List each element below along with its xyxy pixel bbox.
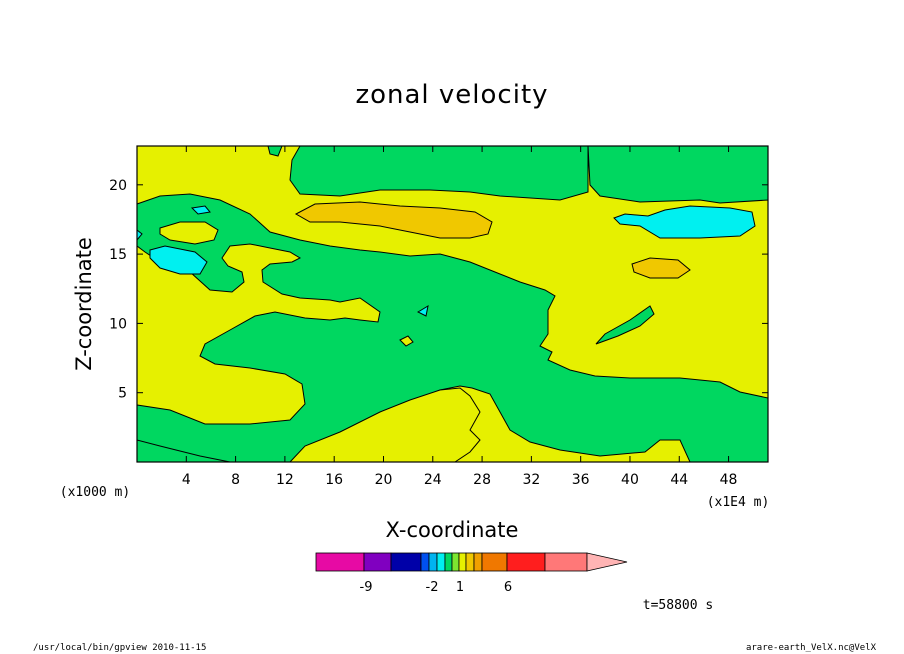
x-tick-label: 28 [473,472,491,488]
colorbar-swatch [473,552,483,572]
y-tick-label: 15 [109,247,127,263]
y-axis-ticks: 5 10 15 20 [109,178,768,402]
y-tick-label: 5 [118,386,127,402]
y-tick-label: 10 [109,316,127,332]
colorbar-swatch [428,552,438,572]
colorbar-extend-arrow [586,552,628,572]
x-axis-label: X-coordinate [386,518,519,542]
time-label: t=58800 s [643,598,713,613]
yellow-hole-left [159,221,219,245]
colorbar-label: -2 [426,580,439,595]
colorbar-swatch [436,552,446,572]
colorbar-swatch [481,552,508,572]
orange-positive-regions [294,201,691,279]
green-region-top-right [587,145,769,204]
y-unit-note: (x1000 m) [60,485,130,500]
x-tick-label: 4 [182,472,191,488]
x-tick-label: 32 [522,472,540,488]
colorbar-swatch [444,552,453,572]
x-tick-label: 12 [276,472,294,488]
chart-title: zonal velocity [355,80,548,110]
cyan-negative-regions [136,205,756,317]
y-tick-label: 20 [109,178,127,194]
yellow-hole-bottom [288,387,481,463]
colorbar-swatch [315,552,365,572]
plot-area [136,145,769,463]
colorbar-swatch [544,552,588,572]
green-region-top-center [289,145,589,201]
colorbar-swatch [458,552,467,572]
yellow-inner-regions [159,221,481,463]
x-unit-note: (x1E4 m) [707,495,770,510]
x-tick-label: 8 [231,472,240,488]
green-region-right-finger [595,305,655,345]
cyan-region-right [613,205,756,239]
x-axis-ticks: 4 8 12 16 20 24 28 32 36 40 44 48 [182,146,738,488]
footer-left-text: /usr/local/bin/gpview 2010-11-15 [33,643,206,653]
colorbar-labels: -9 -2 1 6 [360,580,513,595]
colorbar [315,552,628,572]
orange-region-right [631,257,691,279]
footer-right-text: arare-earth_VelX.nc@VelX [746,643,877,653]
yellow-hole-small [399,335,414,347]
cyan-region-left [149,245,208,275]
colorbar-swatch [465,552,475,572]
y-axis-label: Z-coordinate [72,237,96,371]
x-tick-label: 24 [424,472,442,488]
colorbar-swatch [451,552,460,572]
x-tick-label: 20 [375,472,393,488]
cyan-region-left-tiny [190,205,211,215]
colorbar-swatch [390,552,422,572]
colorbar-swatch [363,552,392,572]
colorbar-label: 6 [504,580,512,595]
x-tick-label: 36 [572,472,590,488]
x-tick-label: 40 [621,472,639,488]
colorbar-swatch [506,552,546,572]
x-tick-label: 44 [670,472,688,488]
x-tick-label: 48 [720,472,738,488]
colorbar-label: 1 [456,580,464,595]
x-tick-label: 16 [325,472,343,488]
colorbar-swatch [420,552,430,572]
orange-region-upper [294,201,493,239]
colorbar-label: -9 [360,580,373,595]
plot-frame [136,145,769,463]
cyan-region-center-tiny [416,304,429,317]
